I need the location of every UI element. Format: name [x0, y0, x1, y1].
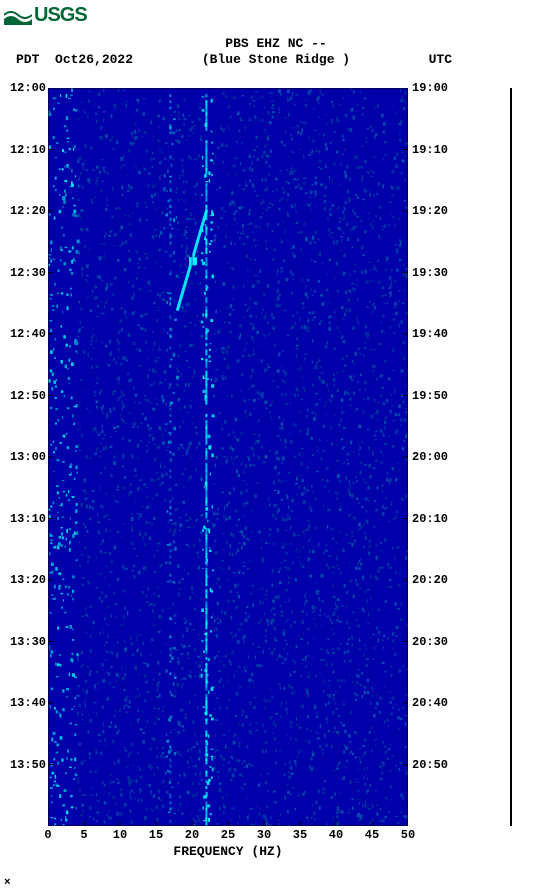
x-tick: 50	[401, 828, 415, 842]
y-axis-left: 12:0012:1012:2012:3012:4012:5013:0013:10…	[0, 88, 46, 826]
x-tick: 15	[149, 828, 163, 842]
y-tick-right: 20:20	[412, 574, 456, 586]
usgs-logo: USGS	[4, 4, 87, 27]
y-tick-left: 12:40	[0, 328, 46, 340]
y-tick-left: 13:00	[0, 451, 46, 463]
y-tick-right: 20:40	[412, 697, 456, 709]
y-tick-right: 20:10	[412, 513, 456, 525]
x-tick: 25	[221, 828, 235, 842]
y-tick-left: 13:20	[0, 574, 46, 586]
y-tick-left: 12:00	[0, 82, 46, 94]
y-tick-left: 12:50	[0, 390, 46, 402]
x-tick: 5	[80, 828, 87, 842]
y-tick-right: 19:10	[412, 144, 456, 156]
y-tick-left: 12:30	[0, 267, 46, 279]
x-tick: 40	[329, 828, 343, 842]
y-tick-right: 20:50	[412, 759, 456, 771]
x-axis-label: FREQUENCY (HZ)	[48, 844, 408, 859]
y-tick-right: 19:50	[412, 390, 456, 402]
y-tick-right: 19:40	[412, 328, 456, 340]
y-tick-left: 12:10	[0, 144, 46, 156]
x-tick: 30	[257, 828, 271, 842]
x-tick: 45	[365, 828, 379, 842]
usgs-logo-text: USGS	[34, 4, 87, 27]
y-tick-left: 13:50	[0, 759, 46, 771]
y-tick-left: 13:30	[0, 636, 46, 648]
x-tick: 10	[113, 828, 127, 842]
y-tick-left: 13:40	[0, 697, 46, 709]
spectrogram-canvas	[48, 88, 408, 826]
y-tick-right: 20:30	[412, 636, 456, 648]
usgs-wave-icon	[4, 7, 32, 25]
x-tick: 0	[44, 828, 51, 842]
footer-mark: ×	[4, 877, 11, 889]
right-divider	[510, 88, 512, 826]
station-title: PBS EHZ NC --	[0, 36, 552, 51]
y-tick-right: 19:30	[412, 267, 456, 279]
x-tick: 35	[293, 828, 307, 842]
y-axis-right: 19:0019:1019:2019:3019:4019:5020:0020:10…	[412, 88, 456, 826]
y-tick-left: 12:20	[0, 205, 46, 217]
x-tick: 20	[185, 828, 199, 842]
spectrogram-plot	[48, 88, 408, 826]
y-tick-right: 19:20	[412, 205, 456, 217]
y-tick-left: 13:10	[0, 513, 46, 525]
y-tick-right: 20:00	[412, 451, 456, 463]
tz-right-label: UTC	[429, 52, 452, 67]
y-tick-right: 19:00	[412, 82, 456, 94]
station-subtitle: (Blue Stone Ridge )	[0, 52, 552, 67]
